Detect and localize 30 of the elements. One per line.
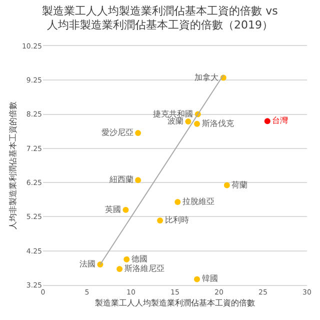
series-label: 法國 bbox=[79, 260, 96, 269]
chart-title: 製造業工人人均製造業利潤佔基本工資的倍數 vs 人均非製造業利潤佔基本工資的倍數（2019） bbox=[42, 4, 278, 32]
series-label: 拉脫維亞 bbox=[182, 197, 214, 206]
point bbox=[264, 118, 270, 124]
point bbox=[135, 130, 142, 136]
point bbox=[194, 120, 200, 127]
point bbox=[116, 266, 123, 272]
point bbox=[185, 118, 192, 124]
series-label: 紐西蘭 bbox=[108, 175, 134, 184]
point bbox=[122, 206, 129, 213]
point bbox=[174, 199, 181, 206]
point bbox=[224, 182, 230, 188]
series-label: 斯洛伐克 bbox=[202, 118, 234, 128]
y-axis-title: 人均非製造業利潤佔基本工資的倍數 bbox=[8, 102, 18, 230]
point bbox=[157, 217, 164, 224]
series-label: 加拿大 bbox=[194, 72, 219, 82]
series-label: 捷克共和國 bbox=[153, 109, 194, 118]
series-label: 比利時 bbox=[164, 215, 189, 224]
series-label: 英國 bbox=[104, 204, 121, 214]
point bbox=[124, 256, 130, 262]
point bbox=[194, 276, 200, 282]
point bbox=[135, 177, 142, 184]
x-axis-title: 製造業工人人均製造業利潤佔基本工資的倍數 bbox=[95, 298, 255, 308]
series-label: 愛沙尼亞 bbox=[101, 128, 134, 138]
series-label: 斯洛維尼亞 bbox=[124, 264, 164, 273]
series-label: 荷蘭 bbox=[232, 180, 248, 190]
series-label: 韓國 bbox=[202, 274, 218, 284]
series-label: 德國 bbox=[131, 254, 148, 264]
series-label: 波蘭 bbox=[167, 116, 184, 126]
series-label: 台灣 bbox=[272, 116, 288, 126]
